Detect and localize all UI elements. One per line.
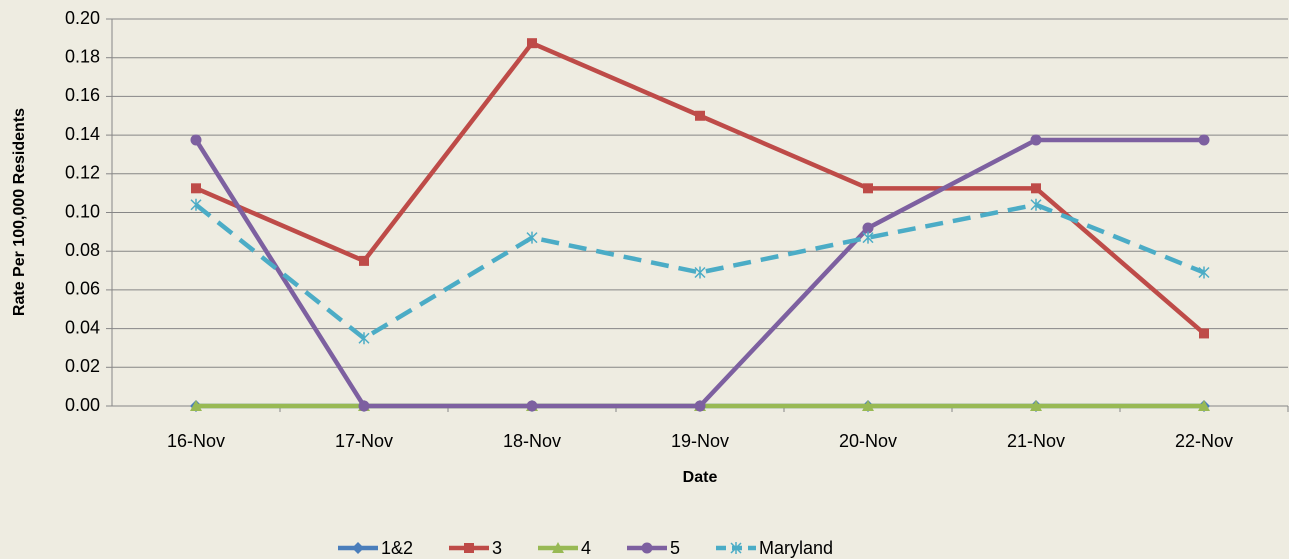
data-point bbox=[358, 332, 370, 345]
data-point bbox=[1030, 198, 1042, 211]
legend-label: 3 bbox=[492, 538, 502, 558]
x-tick-label: 21-Nov bbox=[1007, 431, 1065, 451]
x-tick-label: 17-Nov bbox=[335, 431, 393, 451]
legend-marker bbox=[352, 542, 364, 554]
data-point bbox=[526, 400, 538, 412]
data-point bbox=[190, 134, 202, 146]
x-tick-label: 20-Nov bbox=[839, 431, 897, 451]
x-tick-label: 16-Nov bbox=[167, 431, 225, 451]
data-point bbox=[190, 400, 202, 411]
legend-marker bbox=[641, 542, 653, 554]
y-tick-label: 0.06 bbox=[65, 279, 100, 299]
y-axis-title: Rate Per 100,000 Residents bbox=[11, 108, 28, 316]
data-point bbox=[862, 222, 874, 234]
data-point bbox=[1031, 183, 1041, 194]
data-point bbox=[358, 400, 370, 412]
legend-label: 5 bbox=[670, 538, 680, 558]
legend-label: Maryland bbox=[759, 538, 833, 558]
y-tick-label: 0.02 bbox=[65, 356, 100, 376]
data-point bbox=[862, 400, 874, 411]
data-point bbox=[190, 198, 202, 211]
data-point bbox=[695, 110, 705, 121]
y-tick-label: 0.10 bbox=[65, 201, 100, 221]
y-tick-label: 0.18 bbox=[65, 46, 100, 66]
data-point bbox=[694, 400, 706, 412]
data-point bbox=[694, 266, 706, 279]
data-point bbox=[1198, 400, 1210, 411]
data-point bbox=[863, 183, 873, 194]
x-tick-label: 22-Nov bbox=[1175, 431, 1233, 451]
data-point bbox=[1198, 134, 1210, 146]
y-tick-label: 0.04 bbox=[65, 317, 100, 337]
legend-label: 1&2 bbox=[381, 538, 413, 558]
y-tick-label: 0.16 bbox=[65, 85, 100, 105]
x-tick-label: 19-Nov bbox=[671, 431, 729, 451]
data-point bbox=[526, 231, 538, 244]
legend-label: 4 bbox=[581, 538, 591, 558]
legend-marker bbox=[464, 543, 474, 553]
data-point bbox=[1030, 134, 1042, 146]
y-tick-label: 0.20 bbox=[65, 8, 100, 28]
y-tick-label: 0.14 bbox=[65, 124, 100, 144]
data-point bbox=[359, 255, 369, 266]
data-point bbox=[1199, 328, 1209, 339]
x-axis-title: Date bbox=[683, 469, 718, 486]
data-point bbox=[191, 183, 201, 194]
data-point bbox=[862, 231, 874, 244]
y-tick-label: 0.00 bbox=[65, 395, 100, 415]
y-tick-label: 0.08 bbox=[65, 240, 100, 260]
y-tick-label: 0.12 bbox=[65, 163, 100, 183]
data-point bbox=[1030, 400, 1042, 411]
legend-marker bbox=[730, 542, 742, 554]
data-point bbox=[1198, 266, 1210, 279]
legend-marker bbox=[552, 542, 564, 553]
data-point bbox=[527, 38, 537, 49]
x-tick-label: 18-Nov bbox=[503, 431, 561, 451]
